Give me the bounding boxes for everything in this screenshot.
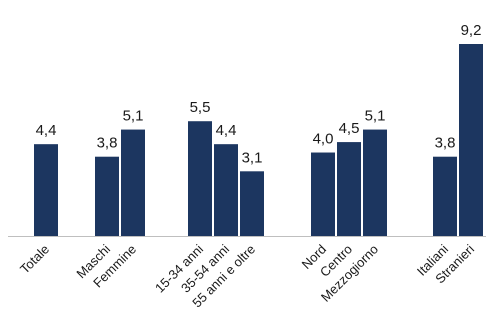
- value-label-1-0: 3,8: [97, 135, 118, 152]
- bar-2-0: [188, 121, 212, 236]
- bar-3-1: [337, 142, 361, 236]
- value-label-3-2: 5,1: [365, 108, 386, 125]
- bars-layer: [34, 44, 483, 236]
- bar-3-2: [363, 129, 387, 236]
- bar-1-0: [95, 156, 119, 236]
- value-label-4-0: 3,8: [435, 135, 456, 152]
- bar-4-1: [459, 44, 483, 236]
- bar-3-0: [311, 152, 335, 236]
- value-label-1-1: 5,1: [123, 108, 144, 125]
- bar-4-0: [433, 156, 457, 236]
- value-labels-layer: 4,4 3,8 5,1 5,5 4,4 3,1 4,0 4,5 5,1 3,8 9,2: [36, 22, 482, 166]
- value-label-2-2: 3,1: [242, 149, 263, 166]
- tick-label-0-0: Totale: [17, 242, 52, 277]
- value-label-3-1: 4,5: [339, 120, 360, 137]
- value-label-4-1: 9,2: [461, 22, 482, 39]
- value-label-0-0: 4,4: [36, 122, 57, 139]
- bar-1-1: [121, 129, 145, 236]
- bar-0-0: [34, 144, 58, 236]
- bar-2-2: [240, 171, 264, 236]
- value-label-3-0: 4,0: [313, 131, 334, 148]
- value-label-2-1: 4,4: [216, 122, 237, 139]
- value-label-2-0: 5,5: [190, 99, 211, 116]
- bar-2-1: [214, 144, 238, 236]
